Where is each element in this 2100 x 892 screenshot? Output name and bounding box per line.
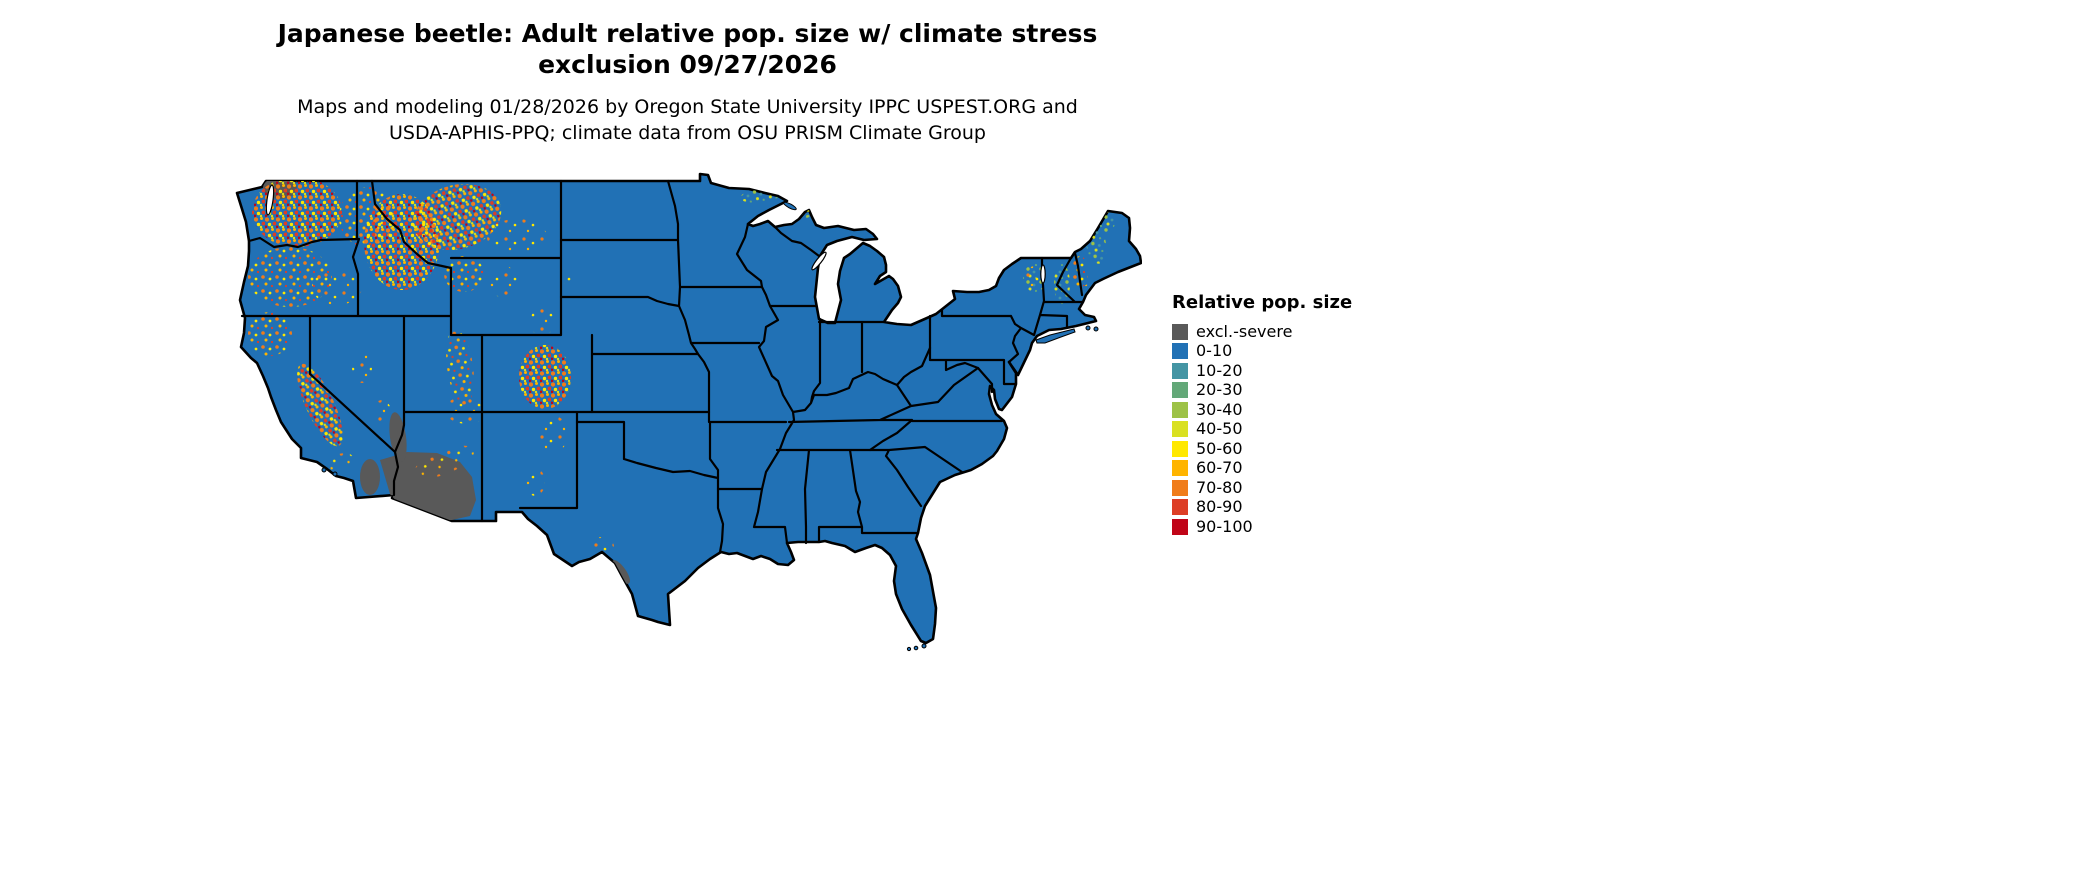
florida-key-1 (921, 643, 927, 649)
legend-item: 50-60 (1172, 439, 1352, 459)
legend-item: 90-100 (1172, 517, 1352, 537)
coastal-islands (321, 201, 1099, 652)
legend-label: 70-80 (1196, 477, 1243, 497)
us-choropleth-map (235, 172, 1142, 652)
legend-label: 80-90 (1196, 497, 1243, 517)
channel-island-2 (332, 471, 338, 477)
long-island (1035, 328, 1076, 344)
legend-label: excl.-severe (1196, 321, 1293, 341)
legend-item: 10-20 (1172, 361, 1352, 381)
legend-label: 20-30 (1196, 380, 1243, 400)
legend-swatch (1172, 362, 1188, 379)
legend-swatch (1172, 401, 1188, 418)
florida-key-2 (913, 645, 919, 651)
legend-swatch (1172, 479, 1188, 496)
legend-label: 10-20 (1196, 360, 1243, 380)
legend-item: 60-70 (1172, 459, 1352, 479)
legend: Relative pop. size excl.-severe 0-10 10-20… (1172, 292, 1352, 537)
legend-label: 50-60 (1196, 438, 1243, 458)
lake-champlain (1040, 264, 1046, 284)
legend-item: excl.-severe (1172, 322, 1352, 342)
map-title-line1: Japanese beetle: Adult relative pop. siz… (277, 19, 1098, 48)
legend-label: 0-10 (1196, 341, 1233, 361)
legend-swatch (1172, 499, 1188, 516)
map-title-line2: exclusion 09/27/2026 (538, 50, 837, 79)
map-subtitle: Maps and modeling 01/28/2026 by Oregon S… (0, 94, 1375, 146)
nantucket (1093, 326, 1099, 332)
state-borders-east (868, 251, 1085, 508)
legend-item: 30-40 (1172, 400, 1352, 420)
legend-swatch (1172, 323, 1188, 340)
legend-swatch (1172, 440, 1188, 457)
legend-label: 90-100 (1196, 516, 1253, 536)
state-borders-midsouth (716, 222, 980, 545)
puget-sound (265, 184, 275, 216)
state-borders-plains (559, 179, 788, 554)
green-bay (811, 251, 827, 271)
isle-royale (783, 201, 797, 211)
legend-item: 20-30 (1172, 381, 1352, 401)
legend-title: Relative pop. size (1172, 292, 1353, 313)
florida-key-3 (906, 646, 912, 652)
legend-swatch (1172, 460, 1188, 477)
legend-swatch (1172, 421, 1188, 438)
legend-swatch (1172, 382, 1188, 399)
legend-label: 40-50 (1196, 419, 1243, 439)
inland-water (265, 184, 1046, 284)
channel-island-1 (321, 467, 327, 473)
population-hotspot-speckles (248, 177, 1115, 557)
map-subtitle-line1: Maps and modeling 01/28/2026 by Oregon S… (297, 96, 1078, 118)
legend-label: 60-70 (1196, 458, 1243, 478)
legend-item: 70-80 (1172, 478, 1352, 498)
thematic-overlay (248, 177, 1115, 584)
map-title: Japanese beetle: Adult relative pop. siz… (0, 18, 1375, 80)
legend-swatch (1172, 518, 1188, 535)
state-borders (240, 179, 1085, 554)
legend-label: 30-40 (1196, 399, 1243, 419)
map-container (232, 162, 1142, 662)
legend-item: 40-50 (1172, 420, 1352, 440)
map-header: Japanese beetle: Adult relative pop. siz… (0, 18, 1375, 146)
legend-swatch (1172, 343, 1188, 360)
map-subtitle-line2: USDA-APHIS-PPQ; climate data from OSU PR… (389, 122, 986, 144)
legend-item: 80-90 (1172, 498, 1352, 518)
legend-item: 0-10 (1172, 342, 1352, 362)
legend-items: excl.-severe 0-10 10-20 20-30 30-40 40-50 50-6… (1172, 322, 1352, 537)
marthas-vineyard (1085, 325, 1091, 331)
